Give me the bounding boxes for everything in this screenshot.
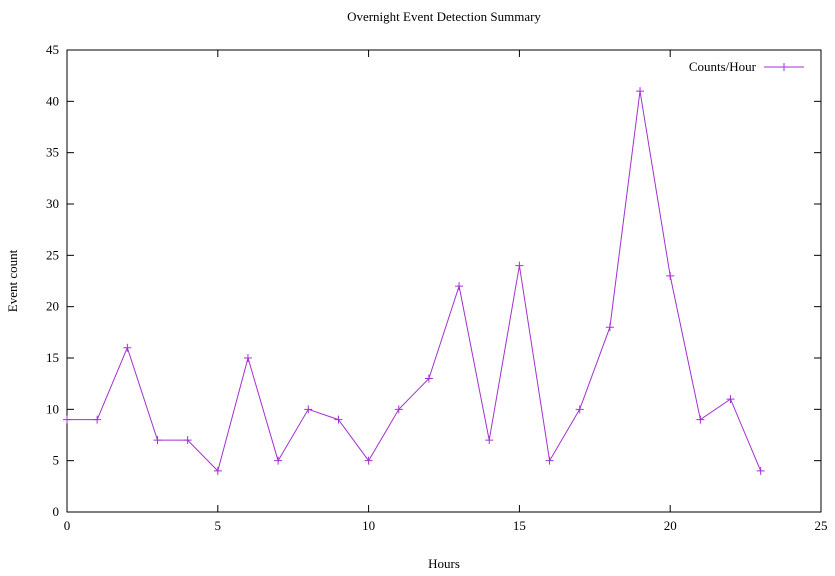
data-point xyxy=(93,415,102,424)
series-layer xyxy=(63,87,765,475)
data-point xyxy=(636,87,645,96)
y-tick-label: 0 xyxy=(53,504,60,519)
data-point xyxy=(394,405,403,414)
x-tick-label: 10 xyxy=(362,518,375,533)
data-point xyxy=(756,466,765,475)
data-point xyxy=(243,354,252,362)
data-point xyxy=(334,415,343,424)
data-point xyxy=(455,282,464,291)
x-axis-label: Hours xyxy=(428,556,460,571)
series-line xyxy=(67,91,762,472)
y-tick-label: 30 xyxy=(46,196,59,211)
y-tick-label: 45 xyxy=(46,42,59,57)
data-point xyxy=(605,323,614,332)
data-point xyxy=(515,261,524,270)
data-point xyxy=(424,374,433,383)
y-tick-label: 35 xyxy=(46,145,59,160)
y-axis: 0 5 10 15 20 25 30 35 40 45 xyxy=(46,42,821,519)
x-tick-label: 15 xyxy=(513,518,526,533)
legend: Counts/Hour xyxy=(689,59,804,74)
data-point xyxy=(123,343,132,352)
legend-marker-sample xyxy=(780,63,788,71)
data-point xyxy=(274,456,283,465)
y-axis-label: Event count xyxy=(5,249,20,312)
data-point xyxy=(726,395,735,404)
x-tick-label: 0 xyxy=(64,518,71,533)
x-axis: 0 5 10 15 20 25 xyxy=(64,50,828,533)
data-point xyxy=(213,466,222,475)
data-point xyxy=(153,436,162,445)
chart-title: Overnight Event Detection Summary xyxy=(347,9,541,24)
data-point xyxy=(364,456,373,465)
data-point xyxy=(545,456,554,465)
y-tick-label: 20 xyxy=(46,299,59,314)
x-tick-label: 20 xyxy=(664,518,677,533)
data-point xyxy=(304,405,313,414)
x-tick-label: 25 xyxy=(815,518,828,533)
y-tick-label: 25 xyxy=(46,247,59,262)
data-point xyxy=(485,436,494,445)
y-tick-label: 15 xyxy=(46,350,59,365)
y-tick-label: 5 xyxy=(53,453,60,468)
y-tick-label: 40 xyxy=(46,93,59,108)
data-point xyxy=(696,415,705,424)
data-point xyxy=(666,271,675,280)
plot-frame xyxy=(66,49,822,513)
data-point xyxy=(63,415,71,424)
data-point xyxy=(575,405,584,414)
x-tick-label: 5 xyxy=(215,518,222,533)
legend-label: Counts/Hour xyxy=(689,59,757,74)
y-tick-label: 10 xyxy=(46,401,59,416)
data-point xyxy=(183,436,192,445)
